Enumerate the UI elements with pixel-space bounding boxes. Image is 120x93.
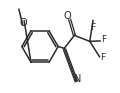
Text: F: F	[100, 53, 106, 62]
Text: O: O	[20, 18, 28, 28]
Text: F: F	[90, 23, 96, 32]
Text: O: O	[63, 11, 71, 21]
Text: N: N	[74, 74, 81, 84]
Text: F: F	[101, 36, 106, 44]
